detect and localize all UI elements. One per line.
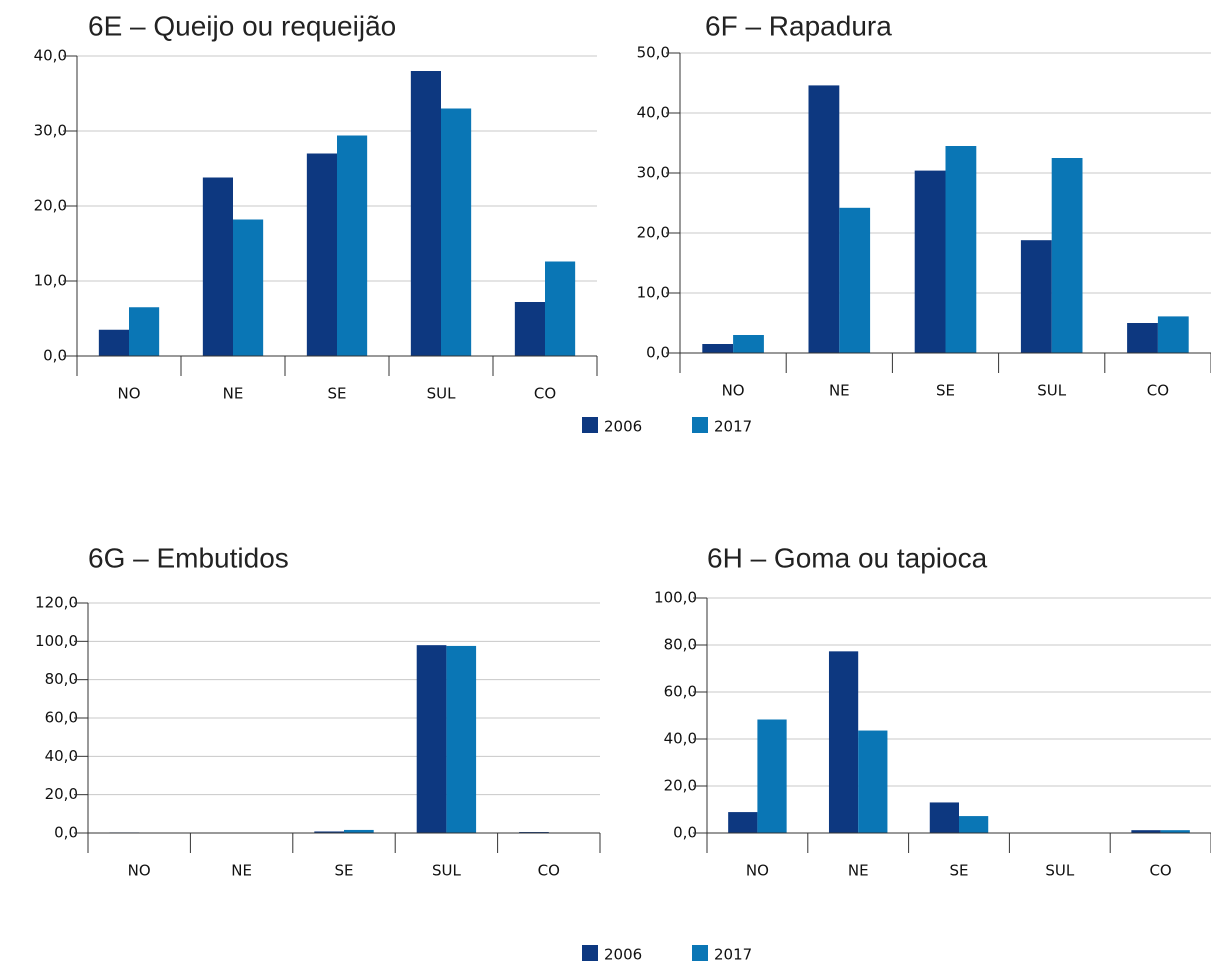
y-tick-label: 60,0 (45, 709, 78, 727)
legend-label: 2006 (604, 946, 642, 964)
x-tick-label: NE (829, 382, 850, 400)
bar (446, 645, 477, 833)
bar (808, 85, 840, 354)
bar (1127, 323, 1158, 353)
x-tick-label: SUL (427, 385, 457, 403)
legend-swatch (582, 945, 598, 961)
bar (1131, 830, 1161, 833)
x-tick-label: NO (128, 862, 151, 880)
x-tick-label: SE (936, 382, 955, 400)
bar (306, 153, 337, 356)
bar (545, 261, 576, 356)
legend-swatch (692, 945, 708, 961)
bar (1160, 830, 1190, 833)
x-tick-label: NE (848, 862, 869, 880)
y-tick-label: 20,0 (637, 224, 670, 242)
bar (828, 651, 859, 833)
bar (129, 307, 160, 356)
x-tick-label: SUL (432, 862, 462, 880)
y-tick-label: 40,0 (664, 730, 697, 748)
y-tick-label: 10,0 (637, 284, 670, 302)
x-tick-label: NO (722, 382, 745, 400)
y-tick-label: 80,0 (664, 636, 697, 654)
bar (839, 207, 871, 353)
bar (344, 829, 374, 833)
chart-title: 6E – Queijo ou requeijão (88, 10, 396, 41)
y-tick-label: 120,0 (35, 594, 78, 612)
bar (1157, 316, 1189, 353)
y-tick-label: 20,0 (664, 777, 697, 795)
x-tick-label: SUL (1037, 382, 1067, 400)
x-tick-label: NE (223, 385, 244, 403)
legend-swatch (582, 417, 598, 433)
bar (514, 302, 545, 356)
y-tick-label: 80,0 (45, 670, 78, 688)
y-tick-label: 50,0 (637, 44, 670, 62)
x-tick-label: SE (335, 862, 354, 880)
bar (702, 344, 734, 353)
bar (733, 335, 764, 353)
chart-title: 6G – Embutidos (88, 542, 289, 573)
y-tick-label: 60,0 (664, 683, 697, 701)
x-tick-label: SE (950, 862, 969, 880)
y-tick-label: 0,0 (673, 824, 697, 842)
y-tick-label: 0,0 (646, 344, 670, 362)
y-tick-label: 40,0 (45, 747, 78, 765)
y-tick-label: 20,0 (34, 197, 67, 215)
x-tick-label: NO (117, 385, 140, 403)
y-tick-label: 100,0 (654, 589, 697, 607)
legend-label: 2017 (714, 946, 752, 964)
x-tick-label: SE (328, 385, 347, 403)
bar (1051, 158, 1083, 353)
x-tick-label: SUL (1045, 862, 1075, 880)
bar (233, 219, 264, 356)
x-tick-label: CO (1149, 862, 1171, 880)
bar (337, 135, 368, 356)
bar (858, 730, 888, 833)
bar (757, 719, 787, 833)
bar (410, 71, 441, 356)
x-tick-label: NE (231, 862, 252, 880)
bar (416, 645, 447, 833)
bar (441, 108, 472, 356)
y-tick-label: 100,0 (35, 632, 78, 650)
x-tick-label: NO (746, 862, 769, 880)
bar (98, 329, 129, 356)
x-tick-label: CO (538, 862, 560, 880)
x-tick-label: CO (534, 385, 556, 403)
bar (929, 802, 959, 833)
y-tick-label: 0,0 (54, 824, 78, 842)
bar (959, 816, 989, 833)
chart-title: 6H – Goma ou tapioca (707, 542, 988, 573)
legend-swatch (692, 417, 708, 433)
bar (945, 146, 977, 353)
bar (1020, 240, 1052, 353)
y-tick-label: 40,0 (34, 47, 67, 65)
x-tick-label: CO (1147, 382, 1169, 400)
y-tick-label: 30,0 (637, 164, 670, 182)
y-tick-label: 20,0 (45, 785, 78, 803)
y-tick-label: 10,0 (34, 272, 67, 290)
bar (202, 177, 233, 356)
bar (914, 170, 946, 353)
y-tick-label: 0,0 (43, 347, 67, 365)
bar (314, 831, 344, 833)
y-tick-label: 30,0 (34, 122, 67, 140)
y-tick-label: 40,0 (637, 104, 670, 122)
chart-title: 6F – Rapadura (705, 10, 892, 41)
bar (728, 812, 758, 833)
legend-label: 2006 (604, 418, 642, 436)
legend-label: 2017 (714, 418, 752, 436)
